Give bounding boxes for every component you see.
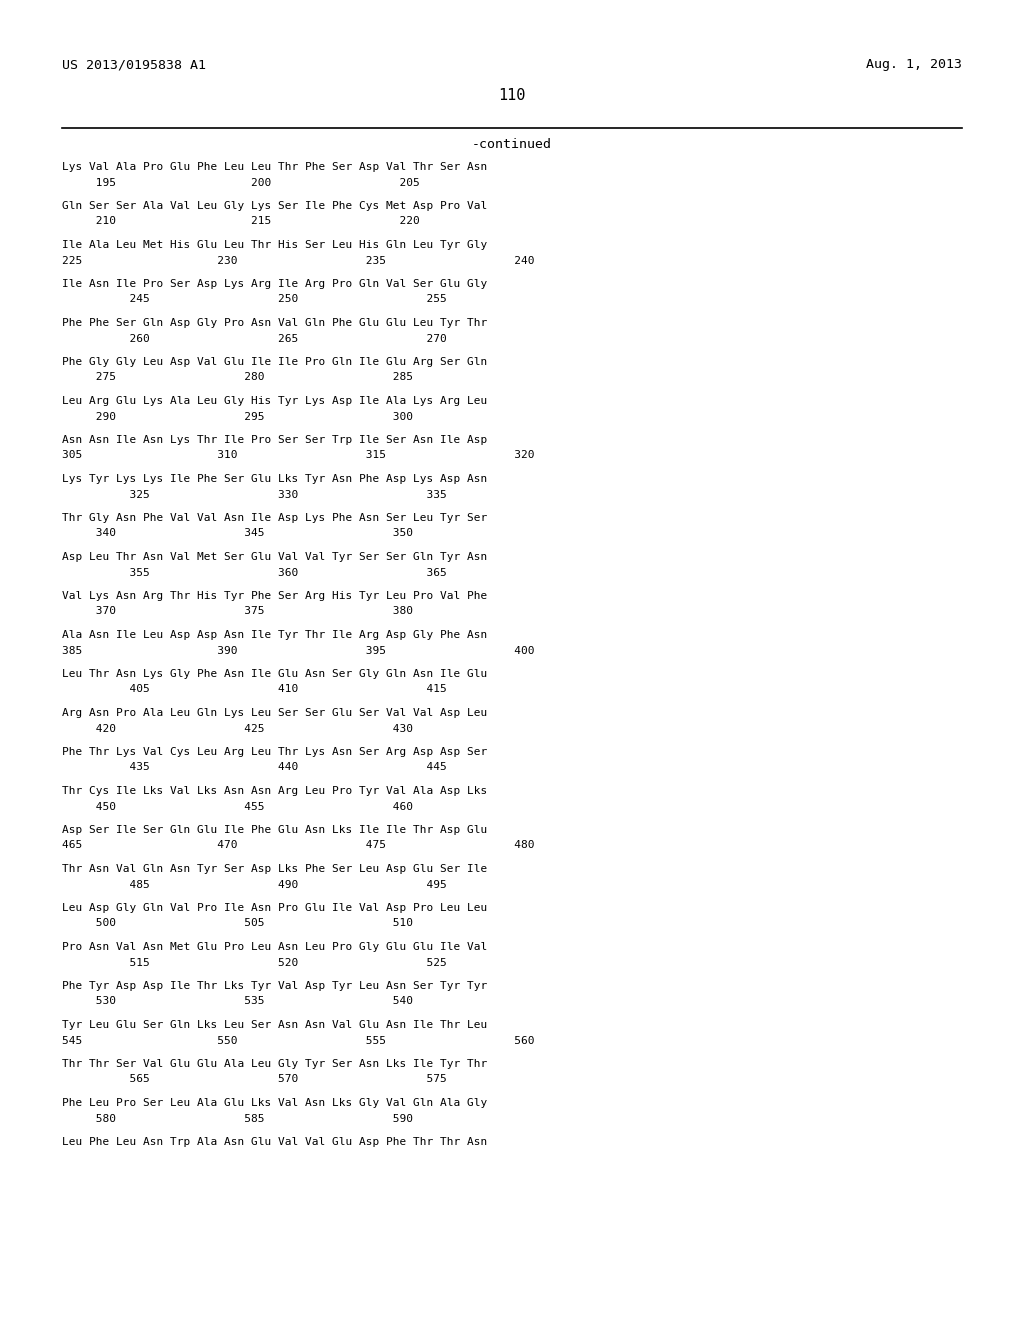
Text: Asp Leu Thr Asn Val Met Ser Glu Val Val Tyr Ser Ser Gln Tyr Asn: Asp Leu Thr Asn Val Met Ser Glu Val Val …	[62, 552, 487, 562]
Text: 110: 110	[499, 88, 525, 103]
Text: 275                   280                   285: 275 280 285	[62, 372, 413, 383]
Text: 290                   295                   300: 290 295 300	[62, 412, 413, 421]
Text: Leu Asp Gly Gln Val Pro Ile Asn Pro Glu Ile Val Asp Pro Leu Leu: Leu Asp Gly Gln Val Pro Ile Asn Pro Glu …	[62, 903, 487, 913]
Text: 405                   410                   415: 405 410 415	[62, 685, 446, 694]
Text: Asp Ser Ile Ser Gln Glu Ile Phe Glu Asn Lks Ile Ile Thr Asp Glu: Asp Ser Ile Ser Gln Glu Ile Phe Glu Asn …	[62, 825, 487, 836]
Text: Ile Asn Ile Pro Ser Asp Lys Arg Ile Arg Pro Gln Val Ser Glu Gly: Ile Asn Ile Pro Ser Asp Lys Arg Ile Arg …	[62, 279, 487, 289]
Text: Thr Cys Ile Lks Val Lks Asn Asn Arg Leu Pro Tyr Val Ala Asp Lks: Thr Cys Ile Lks Val Lks Asn Asn Arg Leu …	[62, 785, 487, 796]
Text: 530                   535                   540: 530 535 540	[62, 997, 413, 1006]
Text: 545                    550                   555                   560: 545 550 555 560	[62, 1035, 535, 1045]
Text: Phe Thr Lys Val Cys Leu Arg Leu Thr Lys Asn Ser Arg Asp Asp Ser: Phe Thr Lys Val Cys Leu Arg Leu Thr Lys …	[62, 747, 487, 756]
Text: 245                   250                   255: 245 250 255	[62, 294, 446, 305]
Text: 485                   490                   495: 485 490 495	[62, 879, 446, 890]
Text: Phe Phe Ser Gln Asp Gly Pro Asn Val Gln Phe Glu Glu Leu Tyr Thr: Phe Phe Ser Gln Asp Gly Pro Asn Val Gln …	[62, 318, 487, 327]
Text: 305                    310                   315                   320: 305 310 315 320	[62, 450, 535, 461]
Text: Phe Leu Pro Ser Leu Ala Glu Lks Val Asn Lks Gly Val Gln Ala Gly: Phe Leu Pro Ser Leu Ala Glu Lks Val Asn …	[62, 1098, 487, 1107]
Text: 450                   455                   460: 450 455 460	[62, 801, 413, 812]
Text: Thr Gly Asn Phe Val Val Asn Ile Asp Lys Phe Asn Ser Leu Tyr Ser: Thr Gly Asn Phe Val Val Asn Ile Asp Lys …	[62, 513, 487, 523]
Text: Asn Asn Ile Asn Lys Thr Ile Pro Ser Ser Trp Ile Ser Asn Ile Asp: Asn Asn Ile Asn Lys Thr Ile Pro Ser Ser …	[62, 436, 487, 445]
Text: Phe Tyr Asp Asp Ile Thr Lks Tyr Val Asp Tyr Leu Asn Ser Tyr Tyr: Phe Tyr Asp Asp Ile Thr Lks Tyr Val Asp …	[62, 981, 487, 991]
Text: 385                    390                   395                   400: 385 390 395 400	[62, 645, 535, 656]
Text: Leu Phe Leu Asn Trp Ala Asn Glu Val Val Glu Asp Phe Thr Thr Asn: Leu Phe Leu Asn Trp Ala Asn Glu Val Val …	[62, 1137, 487, 1147]
Text: Val Lys Asn Arg Thr His Tyr Phe Ser Arg His Tyr Leu Pro Val Phe: Val Lys Asn Arg Thr His Tyr Phe Ser Arg …	[62, 591, 487, 601]
Text: 435                   440                   445: 435 440 445	[62, 763, 446, 772]
Text: Arg Asn Pro Ala Leu Gln Lys Leu Ser Ser Glu Ser Val Val Asp Leu: Arg Asn Pro Ala Leu Gln Lys Leu Ser Ser …	[62, 708, 487, 718]
Text: 565                   570                   575: 565 570 575	[62, 1074, 446, 1085]
Text: Thr Asn Val Gln Asn Tyr Ser Asp Lks Phe Ser Leu Asp Glu Ser Ile: Thr Asn Val Gln Asn Tyr Ser Asp Lks Phe …	[62, 865, 487, 874]
Text: 515                   520                   525: 515 520 525	[62, 957, 446, 968]
Text: Ala Asn Ile Leu Asp Asp Asn Ile Tyr Thr Ile Arg Asp Gly Phe Asn: Ala Asn Ile Leu Asp Asp Asn Ile Tyr Thr …	[62, 630, 487, 640]
Text: Gln Ser Ser Ala Val Leu Gly Lys Ser Ile Phe Cys Met Asp Pro Val: Gln Ser Ser Ala Val Leu Gly Lys Ser Ile …	[62, 201, 487, 211]
Text: Ile Ala Leu Met His Glu Leu Thr His Ser Leu His Gln Leu Tyr Gly: Ile Ala Leu Met His Glu Leu Thr His Ser …	[62, 240, 487, 249]
Text: 465                    470                   475                   480: 465 470 475 480	[62, 841, 535, 850]
Text: 325                   330                   335: 325 330 335	[62, 490, 446, 499]
Text: -continued: -continued	[472, 139, 552, 150]
Text: Lys Val Ala Pro Glu Phe Leu Leu Thr Phe Ser Asp Val Thr Ser Asn: Lys Val Ala Pro Glu Phe Leu Leu Thr Phe …	[62, 162, 487, 172]
Text: Aug. 1, 2013: Aug. 1, 2013	[866, 58, 962, 71]
Text: Tyr Leu Glu Ser Gln Lks Leu Ser Asn Asn Val Glu Asn Ile Thr Leu: Tyr Leu Glu Ser Gln Lks Leu Ser Asn Asn …	[62, 1020, 487, 1030]
Text: 420                   425                   430: 420 425 430	[62, 723, 413, 734]
Text: 195                    200                   205: 195 200 205	[62, 177, 420, 187]
Text: Phe Gly Gly Leu Asp Val Glu Ile Ile Pro Gln Ile Glu Arg Ser Gln: Phe Gly Gly Leu Asp Val Glu Ile Ile Pro …	[62, 356, 487, 367]
Text: Leu Arg Glu Lys Ala Leu Gly His Tyr Lys Asp Ile Ala Lys Arg Leu: Leu Arg Glu Lys Ala Leu Gly His Tyr Lys …	[62, 396, 487, 407]
Text: Lys Tyr Lys Lys Ile Phe Ser Glu Lks Tyr Asn Phe Asp Lys Asp Asn: Lys Tyr Lys Lys Ile Phe Ser Glu Lks Tyr …	[62, 474, 487, 484]
Text: 370                   375                   380: 370 375 380	[62, 606, 413, 616]
Text: 580                   585                   590: 580 585 590	[62, 1114, 413, 1123]
Text: Pro Asn Val Asn Met Glu Pro Leu Asn Leu Pro Gly Glu Glu Ile Val: Pro Asn Val Asn Met Glu Pro Leu Asn Leu …	[62, 942, 487, 952]
Text: 500                   505                   510: 500 505 510	[62, 919, 413, 928]
Text: 210                    215                   220: 210 215 220	[62, 216, 420, 227]
Text: US 2013/0195838 A1: US 2013/0195838 A1	[62, 58, 206, 71]
Text: 355                   360                   365: 355 360 365	[62, 568, 446, 578]
Text: 260                   265                   270: 260 265 270	[62, 334, 446, 343]
Text: Thr Thr Ser Val Glu Glu Ala Leu Gly Tyr Ser Asn Lks Ile Tyr Thr: Thr Thr Ser Val Glu Glu Ala Leu Gly Tyr …	[62, 1059, 487, 1069]
Text: 340                   345                   350: 340 345 350	[62, 528, 413, 539]
Text: Leu Thr Asn Lys Gly Phe Asn Ile Glu Asn Ser Gly Gln Asn Ile Glu: Leu Thr Asn Lys Gly Phe Asn Ile Glu Asn …	[62, 669, 487, 678]
Text: 225                    230                   235                   240: 225 230 235 240	[62, 256, 535, 265]
